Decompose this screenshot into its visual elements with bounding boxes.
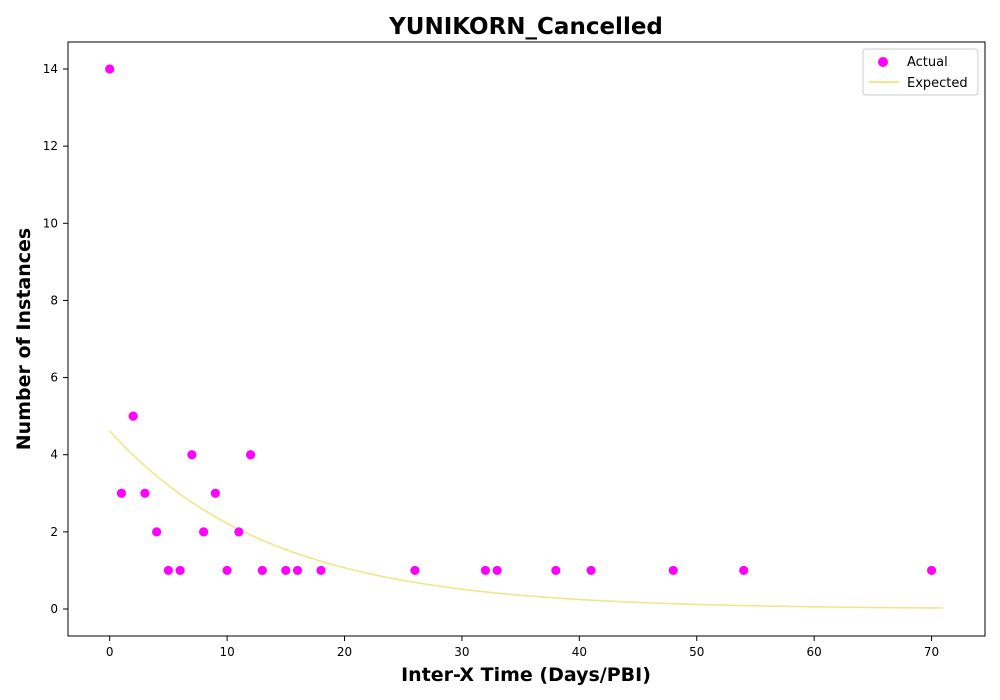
actual-point: [162, 565, 174, 576]
y-tick-label: 4: [50, 448, 58, 462]
actual-point: [738, 565, 750, 576]
actual-point: [186, 449, 198, 461]
actual-point: [174, 565, 186, 576]
y-tick-label: 6: [50, 371, 58, 385]
actual-point: [151, 526, 163, 538]
actual-point: [139, 487, 151, 499]
actual-point: [280, 565, 292, 576]
series-layer: [104, 63, 944, 609]
y-axis: 0 2 4 6 8 10 12 14: [43, 62, 68, 616]
x-tick-label: 40: [572, 645, 587, 659]
plot-area: 0 10 20 30 40 50 60 70 0 2 4 6 8 10 12 14: [43, 41, 986, 659]
actual-point: [491, 565, 503, 576]
y-tick-label: 0: [50, 602, 58, 616]
actual-point: [315, 565, 327, 576]
y-axis-title: Number of Instances: [13, 228, 35, 450]
actual-point: [585, 565, 597, 576]
y-tick-label: 12: [43, 139, 58, 153]
actual-point: [409, 565, 421, 576]
actual-point: [127, 410, 139, 422]
y-tick-label: 8: [50, 293, 58, 307]
actual-point: [480, 565, 491, 576]
actual-point: [198, 526, 210, 538]
legend-expected-label: Expected: [907, 76, 968, 91]
y-tick-label: 10: [43, 216, 58, 230]
actual-point: [667, 565, 679, 576]
actual-point: [292, 565, 303, 576]
actual-point: [221, 565, 233, 576]
actual-point: [104, 63, 116, 75]
x-tick-label: 30: [454, 645, 469, 659]
x-tick-label: 70: [924, 645, 939, 659]
actual-point: [209, 487, 221, 499]
x-tick-label: 60: [807, 645, 822, 659]
actual-point: [245, 449, 256, 461]
actual-point: [233, 526, 245, 538]
plot-frame: [67, 41, 986, 637]
x-axis-title: Inter-X Time (Days/PBI): [401, 664, 651, 686]
x-axis: 0 10 20 30 40 50 60 70: [106, 636, 939, 659]
legend-actual-marker: [878, 57, 888, 67]
actual-point: [256, 565, 268, 576]
y-tick-label: 2: [50, 525, 58, 539]
x-tick-label: 20: [337, 645, 352, 659]
actual-point: [116, 487, 127, 499]
chart-title: YUNIKORN_Cancelled: [388, 14, 663, 40]
x-tick-label: 50: [689, 645, 704, 659]
legend-actual-label: Actual: [907, 55, 948, 70]
x-tick-label: 0: [106, 645, 114, 659]
actual-point: [926, 565, 937, 576]
expected-curve: [109, 430, 944, 609]
y-tick-label: 14: [43, 62, 58, 76]
x-tick-label: 10: [219, 645, 234, 659]
actual-point: [550, 565, 562, 576]
legend: Actual Expected: [862, 48, 979, 96]
legend-box: [862, 48, 979, 96]
